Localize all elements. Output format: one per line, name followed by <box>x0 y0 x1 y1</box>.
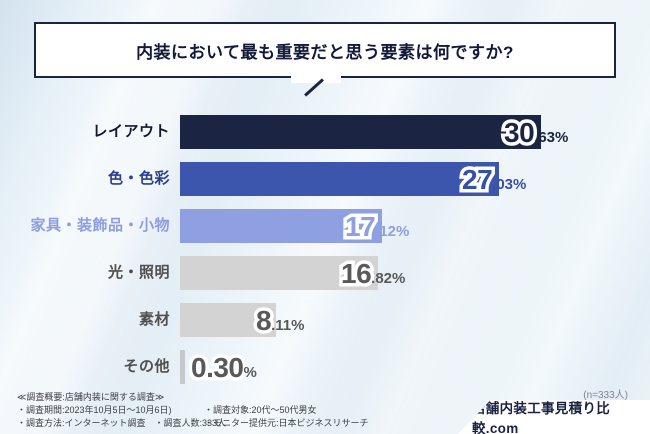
bar <box>180 162 499 196</box>
bar-value: 30.63% <box>504 115 569 150</box>
bar-row: 光・照明 16.82% <box>0 256 650 291</box>
bar-value: 8.11% <box>256 303 305 338</box>
bar <box>180 350 185 384</box>
bar-value-frac: .03% <box>492 176 527 193</box>
bar-value-frac: .63% <box>534 129 569 146</box>
bar-value-int: 27 <box>462 162 493 197</box>
survey-period: ・調査期間:2023年10月5日〜10月6日) <box>17 405 172 415</box>
survey-heading: ≪調査概要:店舗内装に関する調査≫ <box>17 392 165 402</box>
bar-value-int: 17 <box>345 209 376 244</box>
survey-overview-col2: ・調査対象:20代〜50代男女 ・モニター提供元:日本ビジネスリサーチ <box>204 404 369 430</box>
bar-value-frac: .82% <box>371 270 406 287</box>
survey-overview: ≪調査概要:店舗内装に関する調査≫ ・調査期間:2023年10月5日〜10月6日… <box>17 391 226 430</box>
bar-value-frac: % <box>243 364 257 381</box>
bar-value-int: 30 <box>504 115 535 150</box>
bar-value: 17.12% <box>345 209 410 244</box>
bar-row: 素材 8.11% <box>0 303 650 338</box>
survey-method: ・調査方法:インターネット調査 ・調査人数:333人 <box>17 418 227 428</box>
question-title-box: 内装において最も重要だと思う要素は何ですか? <box>34 22 616 78</box>
brand-band: 店舗内装工事見積り比較.com <box>458 400 650 434</box>
bar-value-frac: .11% <box>271 317 305 334</box>
bar-value: 27.03% <box>462 162 527 197</box>
bar-category-label: その他 <box>123 358 170 375</box>
brand-logo-text: 店舗内装工事見積り比較.com <box>472 401 610 434</box>
bar-value-int: 0.30 <box>191 350 244 385</box>
bar-category-label: レイアウト <box>92 123 170 140</box>
title-notch <box>291 70 341 83</box>
bar-value-int: 8 <box>256 303 272 338</box>
bar-value-frac: .12% <box>375 223 410 240</box>
bar-value: 16.82% <box>341 256 406 291</box>
bar-category-label: 家具・装飾品・小物 <box>30 217 170 234</box>
bar-row: レイアウト 30.63% <box>0 115 650 150</box>
bar-row: 色・色彩 27.03% <box>0 162 650 197</box>
question-title: 内装において最も重要だと思う要素は何ですか? <box>136 42 514 62</box>
bar-category-label: 色・色彩 <box>107 170 170 187</box>
survey-target: ・調査対象:20代〜50代男女 <box>204 405 317 415</box>
bar <box>180 115 541 149</box>
bar-category-label: 光・照明 <box>107 264 170 281</box>
survey-monitor: ・モニター提供元:日本ビジネスリサーチ <box>204 418 369 428</box>
bar-row: 家具・装飾品・小物 17.12% <box>0 209 650 244</box>
bar-category-label: 素材 <box>138 311 170 328</box>
sample-size-note: (n=333人) <box>583 390 628 401</box>
bar-row: その他 0.30% <box>0 350 650 385</box>
bar-value: 0.30% <box>191 350 257 385</box>
bar-value-int: 16 <box>341 256 372 291</box>
